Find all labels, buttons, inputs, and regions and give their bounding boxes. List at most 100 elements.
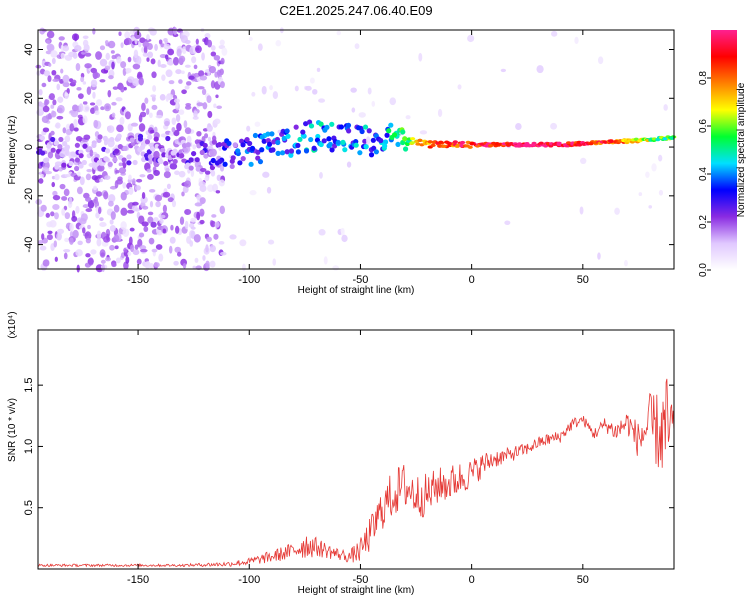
spectrogram-cell <box>226 140 232 147</box>
spectrogram-cell <box>104 148 111 154</box>
spectrogram-cell <box>154 43 158 51</box>
spectrogram-cell <box>60 68 64 74</box>
spectrogram-cell <box>164 120 170 127</box>
spectrogram-cell <box>336 30 341 36</box>
spectrogram-cell <box>437 108 443 118</box>
y-tick-label: 0 <box>23 144 35 150</box>
spectrogram-cell <box>395 141 401 148</box>
spectrogram-cell <box>134 31 142 40</box>
spectrogram-cell <box>438 140 444 144</box>
spectrogram-cell <box>329 147 335 153</box>
spectrogram-cell <box>56 232 62 241</box>
spectrogram-cell <box>206 124 213 132</box>
spectrogram-cell <box>129 227 135 232</box>
spectrogram-cell <box>303 148 310 154</box>
spectrogram-cell <box>209 244 216 253</box>
spectrogram-cell <box>418 52 423 62</box>
spectrogram-cell <box>265 131 271 137</box>
snr-frame <box>37 329 675 570</box>
spectrogram-cell <box>92 27 96 35</box>
spectrogram-cell <box>143 226 149 232</box>
spectrogram-cell <box>150 58 156 65</box>
spectrogram-cell <box>153 150 160 160</box>
spectrogram-cell <box>46 143 52 149</box>
spectrogram-cell <box>220 251 227 256</box>
spectrogram-cell <box>165 95 169 102</box>
spectrogram-cell <box>184 180 192 188</box>
spectrogram-cell <box>467 145 473 149</box>
spectrogram-cell <box>527 143 533 148</box>
spectrogram-cell <box>204 133 209 139</box>
spectrogram-cell <box>267 239 275 245</box>
spectrogram-cell <box>614 207 620 215</box>
spectrogram-cell <box>368 152 375 158</box>
x-tick-label: 50 <box>577 274 589 286</box>
spectrogram-cell <box>163 170 171 179</box>
spectrogram-cell <box>608 139 614 144</box>
spectrogram-cell <box>57 104 65 114</box>
spectrogram-cell <box>51 181 56 188</box>
spectrogram-cell <box>105 52 110 61</box>
spectrogram-cell <box>294 85 299 92</box>
spectrogram-cell <box>188 165 194 171</box>
spectrogram-cell <box>430 143 436 147</box>
spectrogram-cell <box>73 118 78 128</box>
spectrogram-cell <box>415 142 421 146</box>
spectrogram-cell <box>235 148 241 154</box>
spectrogram-cell <box>192 265 197 269</box>
spectrogram-cell <box>43 70 51 77</box>
spectrogram-cell <box>288 148 295 154</box>
spectrogram-cell <box>80 213 88 222</box>
spectrogram-cell <box>311 145 317 151</box>
spectrogram-cell <box>82 35 89 40</box>
spectrogram-cell <box>64 92 69 97</box>
spectrogram-cell <box>196 102 204 107</box>
spectrogram-cell <box>332 143 338 149</box>
spectrogram-cell <box>139 37 146 44</box>
spectrogram-cell <box>118 167 127 174</box>
spectrogram-cell <box>363 144 369 150</box>
spectrogram-cell <box>204 177 209 182</box>
spectrogram-cell <box>91 142 97 149</box>
spectrogram-cell <box>153 262 160 268</box>
spectrogram-cell <box>42 259 50 267</box>
spectrogram-cell <box>190 226 196 230</box>
spectrogram-cell <box>184 64 191 68</box>
spectrogram-cell <box>441 144 447 148</box>
spectrogram-cell <box>309 77 315 84</box>
spectrogram-cell <box>210 220 216 228</box>
colorbar-tick-label: 0.8 <box>698 71 709 85</box>
spectrogram-cell <box>73 127 79 132</box>
spectrogram-cell <box>76 87 82 91</box>
spectrogram-cell <box>346 161 352 168</box>
spectrogram-cell <box>69 223 74 232</box>
spectrogram-cell <box>118 162 123 167</box>
spectrogram-cell <box>95 99 103 106</box>
spectrogram-cell <box>338 124 344 130</box>
spectrogram-cell <box>184 105 192 110</box>
spectrogram-cell <box>51 69 57 76</box>
spectrogram-cell <box>209 148 217 157</box>
spectrogram-cell <box>181 89 187 95</box>
spectrogram-cell <box>48 63 52 67</box>
spectrogram-cell <box>77 93 84 100</box>
spectrogram-cell <box>127 56 132 63</box>
spectrogram-cell <box>259 134 265 140</box>
spectrogram-cell <box>181 191 185 197</box>
spectrogram-cell <box>365 136 371 145</box>
spectrogram-cell <box>106 233 110 241</box>
spectrogram-cell <box>171 127 176 133</box>
spectrogram-cell <box>51 57 56 65</box>
spectrogram-cell <box>207 39 213 48</box>
spectrogram-cell <box>82 101 88 105</box>
spectrogram-cell <box>74 45 82 52</box>
spectrogram-cell <box>218 240 225 245</box>
spectrogram-cell <box>196 130 202 137</box>
snr-series-line <box>37 378 675 568</box>
spectrogram-cell <box>50 104 55 109</box>
spectrogram-cell <box>240 156 246 162</box>
spectrogram-cell <box>140 196 148 204</box>
spectrogram-cell <box>62 81 70 88</box>
spectrogram-cell <box>167 197 174 203</box>
spectrogram-cell <box>193 64 198 70</box>
